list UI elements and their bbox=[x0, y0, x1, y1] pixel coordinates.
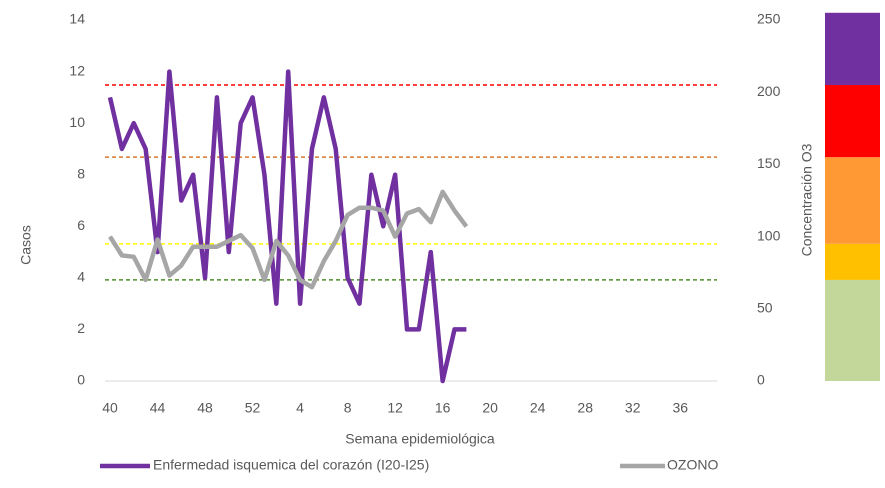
x-tick-label: 4 bbox=[296, 400, 304, 416]
y2-tick-label: 50 bbox=[757, 300, 773, 316]
y-tick-label: 12 bbox=[69, 62, 85, 78]
y-tick-label: 6 bbox=[77, 217, 85, 233]
y-tick-label: 10 bbox=[69, 114, 85, 130]
x-axis-label: Semana epidemiológica bbox=[345, 431, 495, 447]
series-line bbox=[108, 189, 469, 290]
x-tick-label: 28 bbox=[577, 400, 593, 416]
x-tick-label: 20 bbox=[482, 400, 498, 416]
x-tick-label: 32 bbox=[625, 400, 641, 416]
y-tick-label: 4 bbox=[77, 269, 85, 285]
y-tick-label: 0 bbox=[77, 372, 85, 388]
scale-band bbox=[825, 279, 880, 381]
scale-band bbox=[825, 84, 880, 158]
y-axis-label: Casos bbox=[18, 225, 34, 265]
x-tick-label: 40 bbox=[102, 400, 118, 416]
x-tick-label: 44 bbox=[150, 400, 166, 416]
x-tick-label: 48 bbox=[197, 400, 213, 416]
x-tick-label: 24 bbox=[530, 400, 546, 416]
x-tick-label: 36 bbox=[672, 400, 688, 416]
x-tick-label: 16 bbox=[435, 400, 451, 416]
y2-tick-label: 150 bbox=[757, 155, 781, 171]
y2-tick-label: 200 bbox=[757, 83, 781, 99]
legend-label: Enfermedad isquemica del corazón (I20-I2… bbox=[153, 457, 429, 473]
scale-band bbox=[825, 243, 880, 280]
y2-tick-label: 250 bbox=[757, 11, 781, 27]
x-tick-label: 52 bbox=[245, 400, 261, 416]
x-tick-label: 8 bbox=[344, 400, 352, 416]
y-tick-label: 8 bbox=[77, 165, 85, 181]
series-line bbox=[107, 69, 467, 384]
x-tick-label: 12 bbox=[387, 400, 403, 416]
y2-axis-label: Concentración O3 bbox=[799, 143, 815, 256]
legend-label: OZONO bbox=[667, 457, 718, 473]
scale-band bbox=[825, 157, 880, 244]
y-tick-label: 14 bbox=[69, 11, 85, 27]
y2-tick-label: 0 bbox=[757, 372, 765, 388]
y-tick-label: 2 bbox=[77, 320, 85, 336]
y2-tick-label: 100 bbox=[757, 227, 781, 243]
scale-band bbox=[825, 12, 880, 85]
